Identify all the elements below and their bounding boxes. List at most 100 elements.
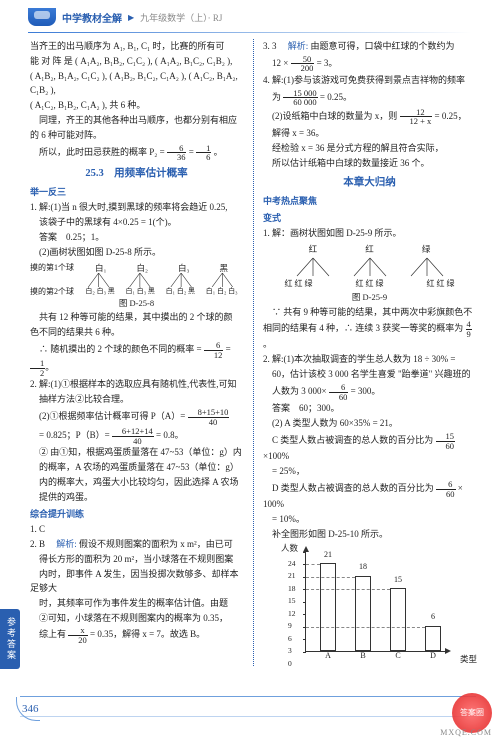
fraction: 1212 + x	[400, 108, 433, 126]
text: =	[189, 147, 196, 157]
text: 3. 3	[263, 41, 286, 51]
footer-rule	[20, 696, 476, 697]
tree1-leaves: 白₁ 白₂ 黑	[166, 287, 195, 295]
text: 能 对 阵 是 ( A₁A₂, B₁B₂, C₁C₂ ), ( A₁A₂, B₁…	[30, 55, 243, 69]
text: 。	[214, 147, 223, 157]
text: 解得 x = 36。	[263, 127, 476, 141]
figure-caption: 图 D-25-8	[30, 297, 243, 310]
chart-ytick: 0	[288, 658, 292, 670]
tree1-leaves: 白₂ 白₃ 黑	[85, 287, 114, 295]
tree1-node: 白₂	[136, 263, 147, 273]
tree1-branches	[78, 273, 243, 287]
text: (2) A 类型人数为 60×35% = 21。	[263, 417, 476, 431]
text: 提供的鸡蛋。	[30, 491, 243, 505]
text: 的 6 种可能对阵。	[30, 129, 243, 143]
text: ( A₁B₂, B₁A₂, C₁C₂ ), ( A₁B₂, B₁C₂, C₁A₂…	[30, 70, 243, 98]
fraction: 49	[466, 320, 472, 338]
header-sub: 九年级数学（上）· RJ	[140, 11, 222, 24]
tree1-top-label: 摸的第1个球	[30, 263, 78, 273]
text: (2)①根据频率估计概率可得 P（A）= 8+15+1040	[30, 408, 243, 426]
chart-leader-line	[306, 564, 320, 565]
text: C 类型人数占被调查的总人数的百分比为 1560 ×100%	[263, 432, 476, 464]
chart-bar-label: A	[325, 650, 331, 662]
fraction: 660	[329, 383, 349, 401]
header-title: 中学教材全解	[62, 10, 122, 25]
text: 所以估计纸箱中白球的数量接近 36 个。	[263, 157, 476, 171]
text: ×100%	[263, 451, 289, 461]
header-rule	[28, 32, 472, 33]
chart-bar	[425, 626, 441, 651]
text: 。	[263, 339, 272, 349]
watermark-text: 答案圈	[460, 709, 484, 718]
text: 答案 0.25；1。	[30, 231, 243, 245]
text: D 类型人数占被调查的总人数的百分比为 660 × 100%	[263, 480, 476, 512]
tree2-node: 绿	[422, 243, 431, 256]
answer-2: 2. B 解析: 假设不规则图案的面积为 x m²，由已可	[30, 538, 243, 552]
text: (2)设纸箱中白球的数量为 x，则	[272, 111, 397, 121]
text: 为	[272, 92, 283, 102]
text: 人数为 3 000×	[272, 386, 327, 396]
text: 2. 解:(1)本次抽取调查的学生总人数为 18 ÷ 30% =	[263, 353, 476, 367]
chart-ytick: 24	[288, 558, 296, 570]
fraction: 660	[436, 480, 456, 498]
text: = 10%。	[263, 513, 476, 527]
text: 假设不规则图案的面积为 x m²，由已可	[79, 539, 233, 549]
chart-ytick: 15	[288, 595, 296, 607]
subhead-jyfs: 举一反三	[30, 186, 243, 200]
tree2-leaves: 红 红 绿	[427, 278, 455, 290]
page-number: 346	[22, 703, 39, 715]
text: 抽样方法②比较合理。	[30, 393, 243, 407]
label-analysis: 解析:	[56, 539, 77, 549]
chart-leader-line	[306, 589, 390, 590]
tree-diagram-d25-8: 摸的第1个球 白₁ 白₂ 白₃ 黑	[30, 263, 243, 297]
text: 1. 解:(1)当 n 很大时,摸到黑球的频率将会趋近 0.25,	[30, 201, 243, 215]
text: 1. 解：画树状图如图 D-25-9 所示。	[263, 227, 476, 241]
chart-ytick: 18	[288, 583, 296, 595]
text: 内时，即事件 A 发生，因当投掷次数够多、却样本足够大	[30, 568, 243, 596]
text: 3. 3 解析: 由题意可得，口袋中红球的个数约为	[263, 40, 476, 54]
text: = 3。	[317, 58, 338, 68]
chart-y-label: 人数	[281, 542, 298, 555]
text: 相同的结果有 4 种，∴ 连续 3 获奖一等奖的概率为	[263, 324, 463, 334]
chart-ytick: 6	[288, 633, 292, 645]
chart-bar-label: C	[395, 650, 400, 662]
text: = 0.825；P（B）=	[39, 430, 112, 440]
chart-bar-value: 6	[431, 611, 435, 623]
tree2-branches	[285, 256, 455, 278]
text: ( A₁C₂, B₁B₂, C₁A₂ ), 共 6 种。	[30, 99, 243, 113]
text: = 0.25。	[320, 92, 352, 102]
subhead-hotfocus: 中考热点聚焦	[263, 195, 476, 209]
watermark-badge: 答案圈	[452, 693, 492, 733]
text: (2)设纸箱中白球的数量为 x，则 1212 + x = 0.25，	[263, 108, 476, 126]
tree1-node: 白₁	[95, 263, 106, 273]
fraction: 8+15+1040	[188, 408, 230, 426]
text: = 0.825；P（B）= 6+12+1440 = 0.8。	[30, 427, 243, 445]
fraction: 50200	[291, 55, 315, 73]
text: ∴ 随机摸出的 2 个球的颜色不同的概率 = 612 = 12。	[30, 341, 243, 377]
logo	[28, 8, 56, 26]
header-arrow: ▶	[128, 13, 134, 22]
chart-leader-line	[306, 627, 425, 628]
tree1-node: 黑	[219, 263, 228, 273]
text: 所以，此时田忌获胜的概率 P₂ =	[39, 147, 167, 157]
text: ∵ 共有 9 种等可能的结果，其中两次中彩旗颜色不	[263, 306, 476, 320]
chart-ytick: 3	[288, 645, 292, 657]
text: 60，估计该校 3 000 名学生喜爱 "跆拳道" 兴趣班的	[263, 368, 476, 382]
chart-ytick: 21	[288, 570, 296, 582]
text: = 0.35，解得 x = 7。故选 B。	[90, 630, 205, 640]
text: 共有 12 种等可能的结果，其中摸出的 2 个球的颜	[30, 311, 243, 325]
answer-1: 1. C	[30, 523, 243, 537]
tree1-leaves: 白₁ 白₂ 白₃	[206, 287, 238, 295]
text: D 类型人数占被调查的总人数的百分比为	[272, 483, 434, 493]
text: 为 15 00060 000 = 0.25。	[263, 89, 476, 107]
fraction: 15 00060 000	[283, 89, 317, 107]
right-column: 3. 3 解析: 由题意可得，口袋中红球的个数约为 12 × 50200 = 3…	[253, 39, 476, 666]
tree1-bottom-row: 白₂ 白₃ 黑 白₁ 白₃ 黑 白₁ 白₂ 黑 白₁ 白₂ 白₃	[80, 287, 243, 295]
text: 所以，此时田忌获胜的概率 P₂ = 636 = 16 。	[30, 144, 243, 162]
side-tab-answers: 参考答案	[0, 609, 20, 669]
text: ∴ 随机摸出的 2 个球的颜色不同的概率 =	[39, 344, 204, 354]
text: 2. B	[30, 539, 54, 549]
page-header: 中学教材全解 ▶ 九年级数学（上）· RJ	[0, 0, 500, 30]
chart-bar-label: D	[430, 650, 436, 662]
text: 得长方形的面积为 20 m²，当小球落在不规则图案	[30, 553, 243, 567]
